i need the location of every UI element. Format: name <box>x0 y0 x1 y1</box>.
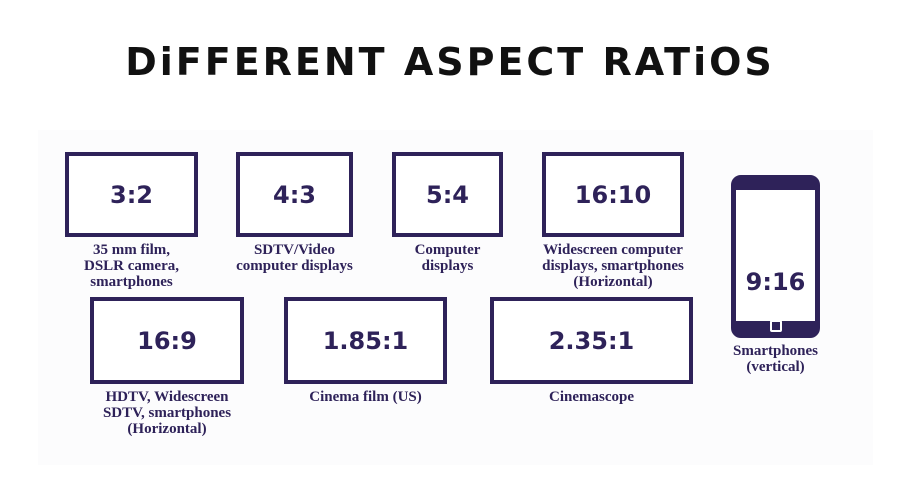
ratio-label: Smartphones (vertical) <box>732 343 818 375</box>
ratio-value: 4:3 <box>273 180 316 209</box>
ratio-value: 2.35:1 <box>548 326 635 355</box>
phone-bottom-bar <box>736 320 815 333</box>
ratio-value: 16:10 <box>574 180 652 209</box>
ratio-box-16-9: 16:9 <box>90 297 244 384</box>
ratio-box-2-35-1: 2.35:1 <box>490 297 693 384</box>
ratio-value: 5:4 <box>426 180 469 209</box>
smartphone-vertical-icon: 9:16 <box>731 175 820 338</box>
ratio-label: 35 mm film, DSLR camera, smartphones <box>84 242 179 290</box>
ratio-box-3-2: 3:2 <box>65 152 198 237</box>
ratio-value: 1.85:1 <box>322 326 409 355</box>
ratio-label: SDTV/Video computer displays <box>236 242 353 274</box>
ratio-value: 3:2 <box>110 180 153 209</box>
phone-speaker <box>734 180 817 190</box>
ratio-label: Computer displays <box>414 242 481 274</box>
ratio-value: 9:16 <box>745 268 806 296</box>
ratio-box-5-4: 5:4 <box>392 152 503 237</box>
ratio-label: Cinemascope <box>549 389 634 405</box>
ratio-box-4-3: 4:3 <box>236 152 353 237</box>
ratio-label: Widescreen computer displays, smartphone… <box>542 242 684 290</box>
ratio-box-1-85-1: 1.85:1 <box>284 297 447 384</box>
ratio-value: 16:9 <box>137 326 197 355</box>
ratio-label: HDTV, Widescreen SDTV, smartphones (Hori… <box>102 389 232 437</box>
diagram-title: DiFFERENT ASPECT RATiOS <box>125 40 775 84</box>
home-button-icon <box>769 320 782 332</box>
ratio-box-16-10: 16:10 <box>542 152 684 237</box>
ratio-label: Cinema film (US) <box>309 389 422 405</box>
